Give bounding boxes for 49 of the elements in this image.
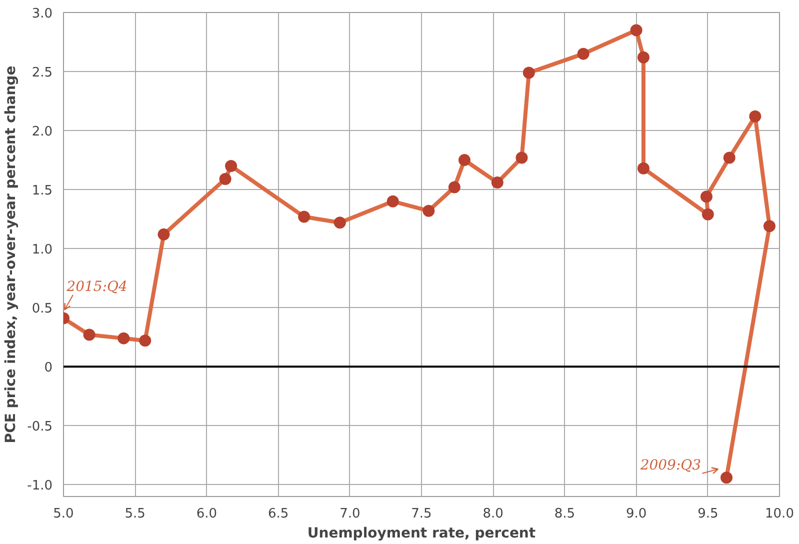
point xyxy=(720,472,733,484)
y-tick-label: 2.5 xyxy=(32,66,53,81)
point xyxy=(516,152,528,164)
point xyxy=(763,220,776,232)
x-axis-title: Unemployment rate, percent xyxy=(307,526,536,542)
point xyxy=(386,195,399,208)
y-tick-label: 0 xyxy=(44,360,53,376)
x-tick-label: 7.0 xyxy=(340,506,360,522)
point xyxy=(749,110,762,122)
x-tick-label: 5.5 xyxy=(124,506,146,522)
point xyxy=(422,204,435,217)
point xyxy=(158,228,170,240)
point xyxy=(139,334,152,347)
annotation: 2015:Q4 xyxy=(66,278,128,295)
x-tick-label: 9.5 xyxy=(698,506,718,522)
x-tick-label: 8.0 xyxy=(482,506,504,522)
point xyxy=(723,152,736,164)
point xyxy=(83,328,96,341)
point xyxy=(448,181,460,194)
point xyxy=(637,51,650,64)
point xyxy=(298,210,310,223)
point xyxy=(219,172,232,185)
point xyxy=(522,66,535,79)
y-tick-label: -1.0 xyxy=(27,478,53,494)
x-tick-label: 6.0 xyxy=(196,506,218,522)
annotation: 2009:Q3 xyxy=(639,457,702,474)
y-axis-title: PCE price index, year-over-year percent change xyxy=(3,66,20,444)
x-tick-label: 9.0 xyxy=(626,506,647,522)
point xyxy=(334,216,346,229)
point xyxy=(630,24,642,36)
x-tick-label: 6.5 xyxy=(268,506,289,522)
point xyxy=(458,154,470,166)
x-tick-label: 8.5 xyxy=(554,506,576,522)
x-tick-label: 7.5 xyxy=(411,506,432,522)
point xyxy=(702,208,714,220)
y-tick-label: -0.5 xyxy=(27,420,53,435)
point xyxy=(225,160,238,172)
y-tick-label: 0.5 xyxy=(32,302,53,317)
point xyxy=(118,332,130,344)
x-tick-label: 10.0 xyxy=(765,506,794,522)
point xyxy=(491,176,504,188)
point xyxy=(700,190,712,203)
y-tick-label: 1.0 xyxy=(32,242,53,258)
y-tick-label: 3.0 xyxy=(32,6,53,22)
y-tick-label: 1.5 xyxy=(32,184,53,199)
x-tick-label: 5.0 xyxy=(53,506,74,522)
y-tick-label: 2.0 xyxy=(32,124,53,140)
point xyxy=(637,162,650,174)
point xyxy=(577,48,590,60)
